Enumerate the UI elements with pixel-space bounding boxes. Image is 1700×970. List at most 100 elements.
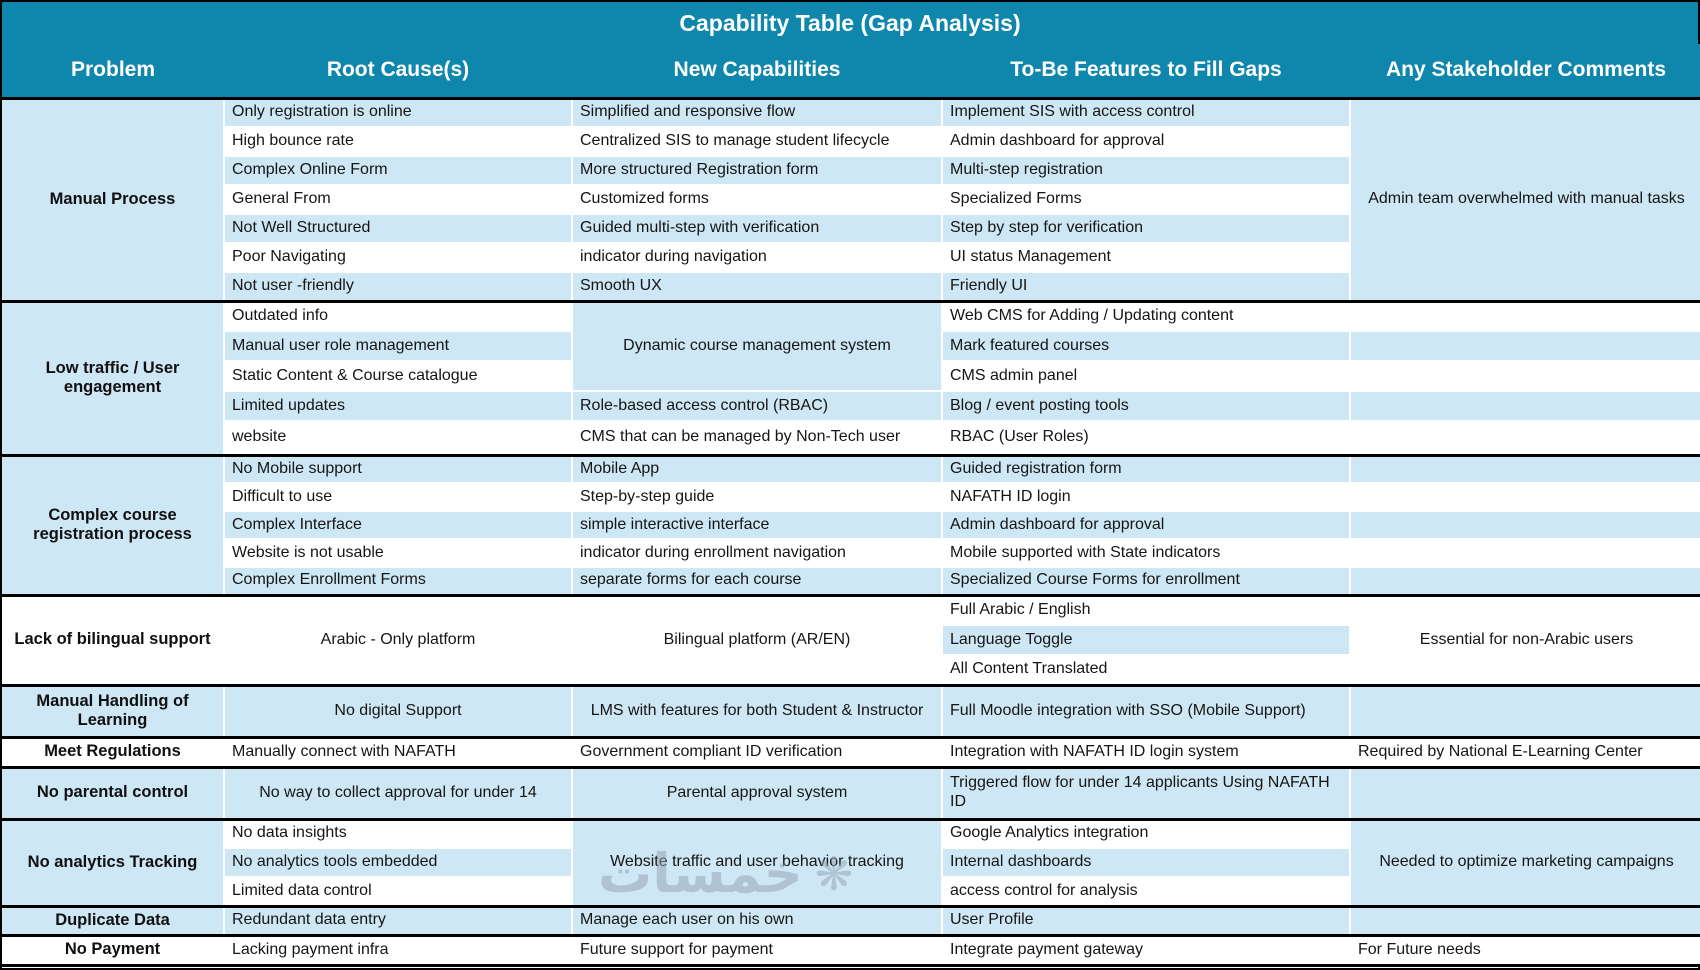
newcap-cell: indicator during navigation [572, 243, 943, 273]
comments-cell [1350, 331, 1700, 362]
newcap-cell: Future support for payment [572, 935, 943, 967]
root-cell: Static Content & Course catalogue [224, 361, 573, 392]
table-row: No Payment Lacking payment infra Future su… [2, 935, 1700, 967]
comments-cell: Needed to optimize marketing campaigns [1350, 819, 1700, 908]
root-cell: Arabic - Only platform [224, 595, 573, 687]
problem-cell: Manual Process [2, 98, 225, 303]
newcap-cell: Website traffic and user behavior tracki… [572, 819, 943, 908]
tobe-cell: NAFATH ID login [942, 483, 1351, 512]
problem-cell: No parental control [2, 767, 225, 821]
newcap-cell: Parental approval system [572, 767, 943, 821]
tobe-cell: Internal dashboards [942, 848, 1351, 878]
root-cell: Complex Online Form [224, 156, 573, 186]
table-row: No analytics Tracking No data insights Web… [2, 819, 1700, 908]
col-header-new-capabilities: New Capabilities [572, 44, 942, 100]
comments-cell: Essential for non-Arabic users [1350, 595, 1700, 687]
table-row: All Content Translated [2, 655, 1700, 687]
comments-cell [1350, 391, 1700, 422]
table-row: General From Customized forms Specialized … [2, 185, 1700, 215]
root-cell: Outdated info [224, 301, 573, 332]
table-row: Not Well Structured Guided multi-step wit… [2, 214, 1700, 244]
newcap-cell: Dynamic course management system [572, 301, 943, 392]
problem-cell: No Payment [2, 935, 225, 967]
table-row: Website is not usable indicator during en… [2, 539, 1700, 568]
tobe-cell: Step by step for verification [942, 214, 1351, 244]
tobe-cell: Full Arabic / English [942, 595, 1351, 626]
newcap-cell: LMS with features for both Student & Ins… [572, 685, 943, 739]
root-cell: Manually connect with NAFATH [224, 737, 573, 769]
table-row: Poor Navigating indicator during navigati… [2, 243, 1700, 273]
newcap-cell: simple interactive interface [572, 511, 943, 540]
tobe-cell: Integrate payment gateway [942, 935, 1351, 967]
newcap-cell: Manage each user on his own [572, 906, 943, 937]
tobe-cell: Multi-step registration [942, 156, 1351, 186]
table-row: Manual user role management Mark featured… [2, 331, 1700, 362]
problem-cell: Duplicate Data [2, 906, 225, 937]
comments-cell [1350, 455, 1700, 484]
comments-cell [1350, 906, 1700, 937]
root-cell: Redundant data entry [224, 906, 573, 937]
tobe-cell: Specialized Forms [942, 185, 1351, 215]
root-cell: High bounce rate [224, 127, 573, 157]
tobe-cell: Full Moodle integration with SSO (Mobile… [942, 685, 1351, 739]
capability-table: Problem Root Cause(s) New Capabilities T… [2, 44, 1700, 967]
newcap-cell: Bilingual platform (AR/EN) [572, 595, 943, 687]
comments-cell: Admin team overwhelmed with manual tasks [1350, 98, 1700, 303]
newcap-cell: Mobile App [572, 455, 943, 484]
table-row: Difficult to use Step-by-step guide NAFATH… [2, 483, 1700, 512]
root-cell: General From [224, 185, 573, 215]
newcap-cell: Step-by-step guide [572, 483, 943, 512]
newcap-cell: Guided multi-step with verification [572, 214, 943, 244]
newcap-cell: Government compliant ID verification [572, 737, 943, 769]
tobe-cell: UI status Management [942, 243, 1351, 273]
table-row: Low traffic / User engagement Outdated in… [2, 301, 1700, 457]
newcap-cell: Customized forms [572, 185, 943, 215]
tobe-cell: All Content Translated [942, 655, 1351, 687]
problem-cell: Meet Regulations [2, 737, 225, 769]
tobe-cell: Admin dashboard for approval [942, 127, 1351, 157]
root-cell: No Mobile support [224, 455, 573, 484]
root-cell: Limited updates [224, 391, 573, 422]
root-cell: Lacking payment infra [224, 935, 573, 967]
table-row: Limited data control access control for a… [2, 877, 1700, 908]
problem-cell: Complex course registration process [2, 455, 225, 597]
comments-cell [1350, 301, 1700, 332]
tobe-cell: access control for analysis [942, 877, 1351, 908]
comments-cell: Required by National E-Learning Center [1350, 737, 1700, 769]
table-row: High bounce rate Centralized SIS to manag… [2, 127, 1700, 157]
tobe-cell: Implement SIS with access control [942, 98, 1351, 128]
tobe-cell: Web CMS for Adding / Updating content [942, 301, 1351, 332]
table-row: Language Toggle [2, 625, 1700, 656]
root-cell: Only registration is online [224, 98, 573, 128]
root-cell: No way to collect approval for under 14 [224, 767, 573, 821]
table-row: Static Content & Course catalogue CMS adm… [2, 361, 1700, 392]
col-header-to-be-features: To-Be Features to Fill Gaps [942, 44, 1350, 100]
problem-cell: Lack of bilingual support [2, 595, 225, 687]
col-header-root-causes: Root Cause(s) [224, 44, 572, 100]
root-cell: No data insights [224, 819, 573, 849]
col-header-problem: Problem [2, 44, 224, 100]
tobe-cell: Integration with NAFATH ID login system [942, 737, 1351, 769]
tobe-cell: Mobile supported with State indicators [942, 539, 1351, 568]
newcap-cell: Role-based access control (RBAC) [572, 391, 943, 422]
comments-cell [1350, 511, 1700, 540]
table-row: Complex Online Form More structured Regis… [2, 156, 1700, 186]
table-body: Manual Process Only registration is onlin… [2, 98, 1700, 967]
newcap-cell: Simplified and responsive flow [572, 98, 943, 128]
tobe-cell: Google Analytics integration [942, 819, 1351, 849]
table-row: website CMS that can be managed by Non-Te… [2, 421, 1700, 457]
comments-cell [1350, 361, 1700, 392]
newcap-cell: Centralized SIS to manage student lifecy… [572, 127, 943, 157]
comments-cell [1350, 567, 1700, 597]
problem-cell: Manual Handling of Learning [2, 685, 225, 739]
table-row: Lack of bilingual support Arabic - Only p… [2, 595, 1700, 687]
root-cell: Poor Navigating [224, 243, 573, 273]
table-row: Manual Handling of Learning No digital Su… [2, 685, 1700, 739]
newcap-cell: indicator during enrollment navigation [572, 539, 943, 568]
root-cell: Complex Enrollment Forms [224, 567, 573, 597]
comments-cell [1350, 685, 1700, 739]
tobe-cell: Mark featured courses [942, 331, 1351, 362]
tobe-cell: Guided registration form [942, 455, 1351, 484]
col-header-stakeholder-comments: Any Stakeholder Comments [1350, 44, 1700, 100]
